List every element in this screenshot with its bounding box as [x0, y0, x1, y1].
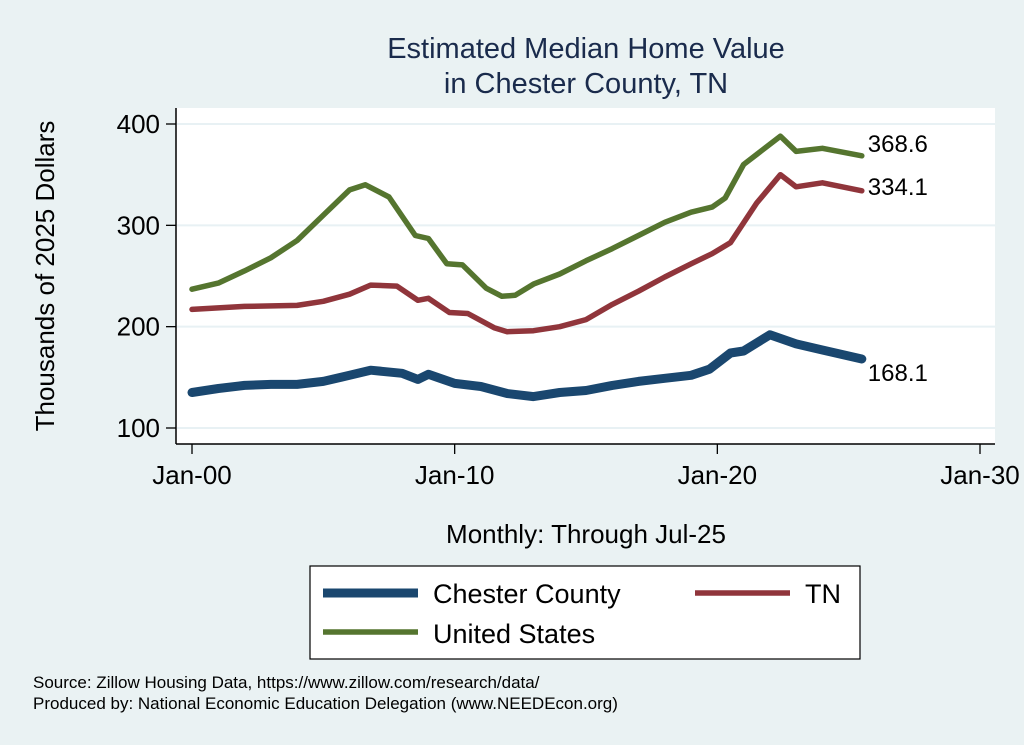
chart-title-line-1: Estimated Median Home Value	[387, 33, 785, 65]
x-tick-label: Jan-20	[678, 460, 758, 490]
x-tick-label: Jan-00	[152, 460, 232, 490]
produced-by-note: Produced by: National Economic Education…	[33, 694, 618, 713]
series-line-tn	[189, 171, 865, 335]
end-labels: 168.1 334.1 368.6	[868, 131, 928, 387]
series-line-chester-county	[187, 330, 867, 402]
legend-box	[309, 565, 861, 660]
y-tick-label: 400	[117, 109, 160, 139]
x-axis-title: Monthly: Through Jul-25	[446, 519, 726, 549]
y-axis-ticks: 100 200 300 400	[117, 109, 176, 443]
chart-title-line-2: in Chester County, TN	[444, 68, 728, 100]
source-note: Source: Zillow Housing Data, https://www…	[33, 673, 540, 692]
legend-item-united-states: United States	[323, 619, 595, 649]
y-axis-title: Thousands of 2025 Dollars	[30, 121, 60, 432]
y-tick-label: 200	[117, 312, 160, 342]
legend-label: Chester County	[433, 579, 621, 609]
legend: Chester County TN United States	[309, 565, 861, 660]
end-label-chester-county: 168.1	[868, 360, 928, 387]
y-tick-label: 100	[117, 413, 160, 443]
y-tick-label: 300	[117, 210, 160, 240]
legend-item-tn: TN	[695, 579, 841, 609]
end-label-tn: 334.1	[868, 174, 928, 201]
end-label-united-states: 368.6	[868, 131, 928, 158]
series-layer	[187, 133, 867, 402]
legend-label: TN	[805, 579, 841, 609]
legend-label: United States	[433, 619, 595, 649]
legend-item-chester-county: Chester County	[323, 579, 621, 609]
x-tick-label: Jan-30	[940, 460, 1020, 490]
x-axis-ticks: Jan-00 Jan-10 Jan-20 Jan-30	[152, 444, 1020, 490]
series-line-united-states	[189, 133, 865, 300]
x-tick-label: Jan-10	[415, 460, 495, 490]
